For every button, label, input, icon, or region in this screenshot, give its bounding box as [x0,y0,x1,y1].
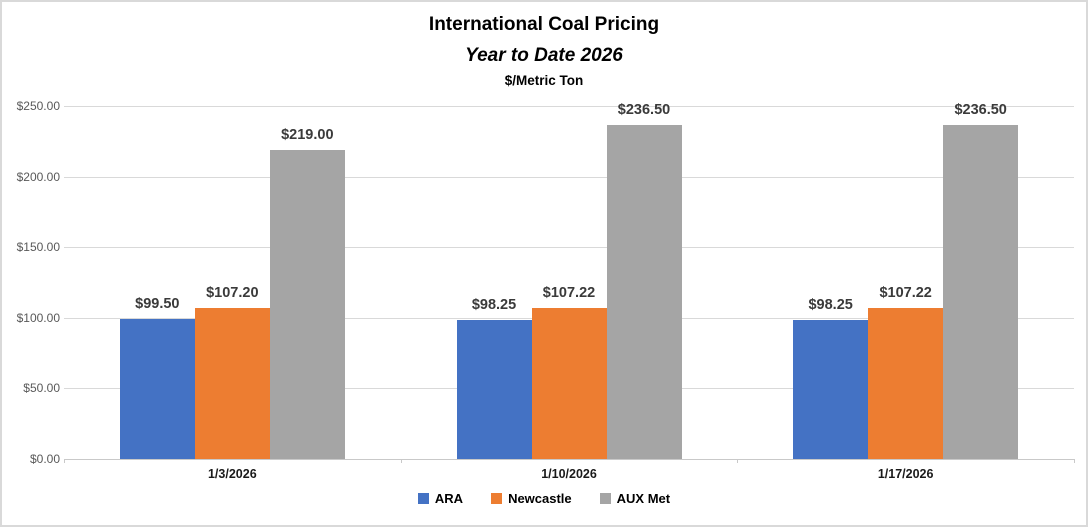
plot-area: $250.00 $200.00 $150.00 $100.00 $50.00 $0.00 $… [17,99,1075,481]
gridline [64,247,1074,249]
legend-item-aux-met: AUX Met [599,491,671,506]
bar-value-label: $98.25 [808,297,853,314]
x-axis-label: 1/17/2026 [877,467,934,481]
x-axis-label: 1/10/2026 [541,467,597,481]
bar-ara [119,318,195,459]
x-axis-tick [1074,459,1075,463]
bar-value-label: $107.20 [206,284,259,301]
bar-value-label: $98.25 [471,297,517,314]
legend-marker [417,493,429,504]
legend-marker [491,493,503,504]
legend-label: AUX Met [616,491,671,506]
gridline [64,106,1074,107]
y-axis-label: $0.00 [29,452,60,466]
bar-ara [793,320,869,459]
bar-newcastle [531,307,607,459]
bar-aux-met [606,125,682,459]
chart-subtitle: Year to Date 2026 [465,45,623,66]
bar-aux-met [269,149,345,459]
bar-value-label: $107.22 [542,284,596,301]
x-axis-label: 1/3/2026 [207,467,257,481]
bar-value-label: $219.00 [281,126,334,143]
gridline [64,176,1074,178]
bar-value-label: $99.50 [135,295,180,312]
legend: ARA Newcastle AUX Met [2,491,1086,506]
x-axis-tick [737,459,739,463]
bar-newcastle [194,307,270,459]
legend-label: Newcastle [508,491,572,506]
x-axis-line [64,459,1074,460]
bar-ara [456,320,532,459]
legend-item-ara: ARA [417,491,464,506]
legend-label: ARA [434,491,464,506]
bar-value-label: $236.50 [954,102,1007,119]
legend-marker [599,493,611,504]
bar-aux-met [943,125,1019,459]
bar-value-label: $107.22 [879,284,932,301]
chart-units-label: $/Metric Ton [504,73,584,88]
x-axis-tick [64,459,65,463]
y-axis-label: $100.00 [16,310,60,325]
legend-item-newcastle: Newcastle [491,491,572,506]
bar-newcastle [868,307,944,459]
y-axis-label: $250.00 [16,99,60,113]
bar-value-label: $236.50 [617,102,671,119]
y-axis-label: $200.00 [16,169,60,184]
chart-title: International Coal Pricing [428,14,660,35]
y-axis-label: $150.00 [16,240,60,255]
y-axis-label: $50.00 [23,381,60,396]
x-axis-tick [400,459,402,463]
